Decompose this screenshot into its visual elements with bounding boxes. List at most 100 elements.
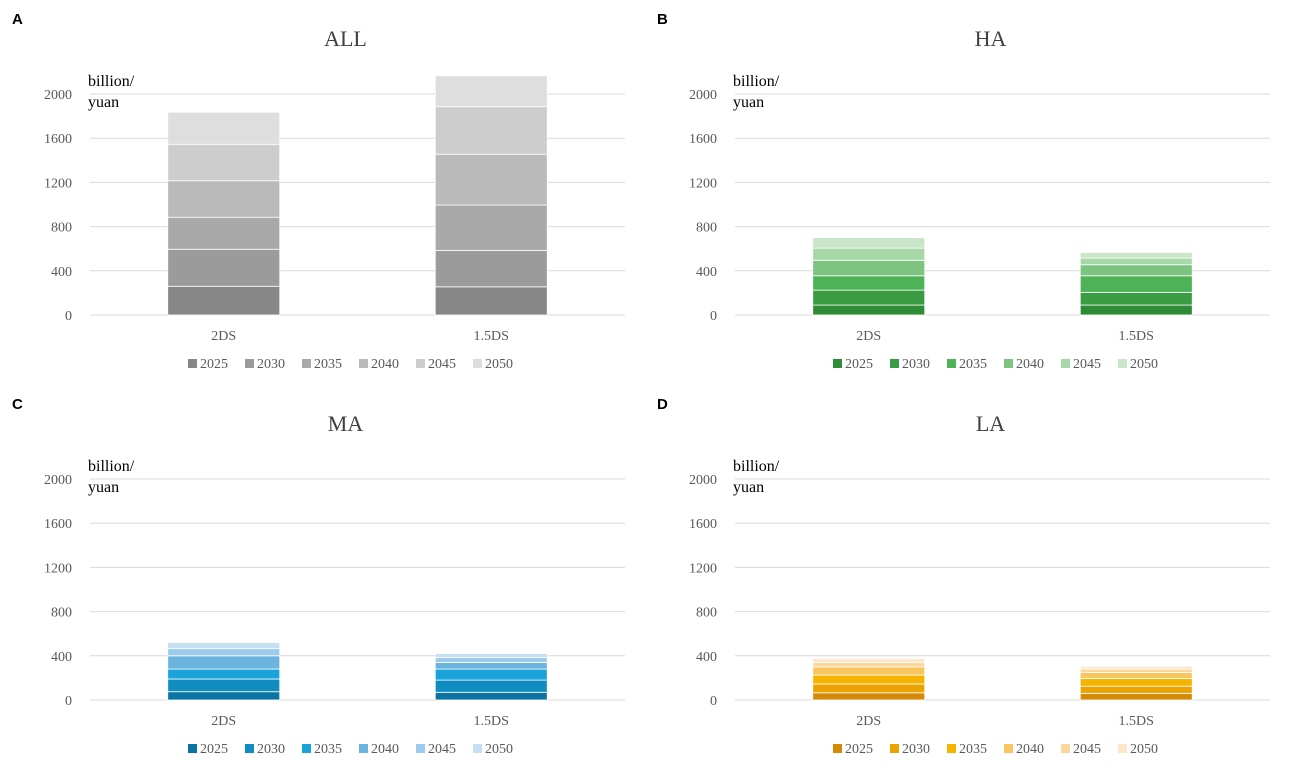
bar-segment <box>167 248 281 287</box>
bar-segment <box>1079 678 1193 687</box>
unit-label: yuan <box>733 479 764 496</box>
y-tick-label: 1600 <box>44 517 72 532</box>
bar-segment <box>812 674 926 685</box>
legend-swatch <box>1004 359 1013 368</box>
chart-title: HA <box>975 26 1007 51</box>
y-tick-label: 400 <box>51 650 72 665</box>
unit-label: billion/ <box>88 458 135 475</box>
bar-segment <box>812 289 926 306</box>
unit-label: yuan <box>88 479 119 496</box>
unit-label: yuan <box>733 94 764 111</box>
legend-swatch <box>833 744 842 753</box>
legend-swatch <box>188 744 197 753</box>
legend-label: 2045 <box>1073 357 1101 372</box>
y-tick-label: 2000 <box>689 88 717 103</box>
y-tick-label: 1600 <box>689 132 717 147</box>
legend-swatch <box>833 359 842 368</box>
bar-segment <box>434 106 548 155</box>
y-tick-label: 2000 <box>44 473 72 488</box>
panel-letter: D <box>657 396 668 413</box>
chart-panel-ma: C MA 0 400 800 1200 1600 2000 billion/yuan 2DS 1.5… <box>0 385 640 765</box>
bar-segment <box>434 691 548 701</box>
y-tick-label: 0 <box>710 694 717 709</box>
legend-swatch <box>947 359 956 368</box>
bar-segment <box>167 143 281 182</box>
bar-segment <box>167 111 281 145</box>
y-tick-label: 1200 <box>689 561 717 576</box>
bar-segment <box>434 657 548 663</box>
y-tick-label: 400 <box>51 265 72 280</box>
legend-label: 2025 <box>845 742 873 757</box>
bar-segment <box>812 304 926 316</box>
legend-swatch <box>473 744 482 753</box>
bar-segment <box>434 653 548 658</box>
legend-swatch <box>1004 744 1013 753</box>
x-category-label: 2DS <box>211 714 236 729</box>
y-tick-label: 400 <box>696 265 717 280</box>
bar-segment <box>812 683 926 694</box>
panel-letter: B <box>657 11 668 28</box>
legend-label: 2035 <box>959 357 987 372</box>
legend-swatch <box>416 744 425 753</box>
bar-segment <box>1079 665 1193 670</box>
x-category-label: 2DS <box>856 329 881 344</box>
chart-panel-la: D LA 0 400 800 1200 1600 2000 billion/yuan 2DS 1.5… <box>645 385 1285 765</box>
legend-label: 2050 <box>1130 742 1158 757</box>
bar-segment <box>167 180 281 218</box>
legend-swatch <box>1118 744 1127 753</box>
legend-swatch <box>1061 744 1070 753</box>
legend-label: 2045 <box>1073 742 1101 757</box>
bar-segment <box>434 679 548 693</box>
y-tick-label: 2000 <box>689 473 717 488</box>
bar-segment <box>1079 304 1193 316</box>
y-tick-label: 2000 <box>44 88 72 103</box>
y-tick-label: 800 <box>51 606 72 621</box>
y-tick-label: 0 <box>710 309 717 324</box>
chart-title: MA <box>328 411 364 436</box>
legend-label: 2030 <box>902 357 930 372</box>
bar-segment <box>1079 692 1193 701</box>
y-tick-label: 1200 <box>44 176 72 191</box>
bar-segment <box>812 692 926 701</box>
y-tick-label: 0 <box>65 309 72 324</box>
legend-label: 2045 <box>428 742 456 757</box>
y-tick-label: 1600 <box>44 132 72 147</box>
y-tick-label: 800 <box>51 221 72 236</box>
chart-panel-all: A ALL 0 400 800 1200 1600 2000 billion/yuan 2DS 1.… <box>0 0 640 380</box>
y-tick-label: 1200 <box>689 176 717 191</box>
legend-label: 2025 <box>845 357 873 372</box>
bar-segment <box>1079 275 1193 293</box>
x-category-label: 1.5DS <box>474 714 509 729</box>
bar-segment <box>434 662 548 670</box>
legend-swatch <box>359 744 368 753</box>
bar-segment <box>434 249 548 288</box>
chart-panel-ha: B HA 0 400 800 1200 1600 2000 billion/yuan 2DS 1.5… <box>645 0 1285 380</box>
y-tick-label: 0 <box>65 694 72 709</box>
legend-swatch <box>1061 359 1070 368</box>
legend-swatch <box>245 359 254 368</box>
bar-segment <box>1079 291 1193 306</box>
bar-segment <box>1079 685 1193 694</box>
legend-swatch <box>416 359 425 368</box>
panel-letter: C <box>12 396 23 413</box>
y-tick-label: 400 <box>696 650 717 665</box>
x-category-label: 1.5DS <box>474 329 509 344</box>
legend-swatch <box>1118 359 1127 368</box>
legend-swatch <box>302 744 311 753</box>
legend-swatch <box>473 359 482 368</box>
legend-label: 2050 <box>485 357 513 372</box>
legend-label: 2040 <box>1016 742 1044 757</box>
bar-segment <box>812 247 926 261</box>
bar-segment <box>434 204 548 251</box>
legend-label: 2030 <box>257 357 285 372</box>
bar-segment <box>167 285 281 316</box>
legend-label: 2050 <box>485 742 513 757</box>
bar-segment <box>812 666 926 676</box>
y-tick-label: 800 <box>696 221 717 236</box>
legend-label: 2035 <box>314 742 342 757</box>
bar-segment <box>167 678 281 693</box>
bar-segment <box>1079 671 1193 679</box>
legend-label: 2025 <box>200 357 228 372</box>
legend-label: 2040 <box>371 357 399 372</box>
bar-segment <box>434 668 548 681</box>
